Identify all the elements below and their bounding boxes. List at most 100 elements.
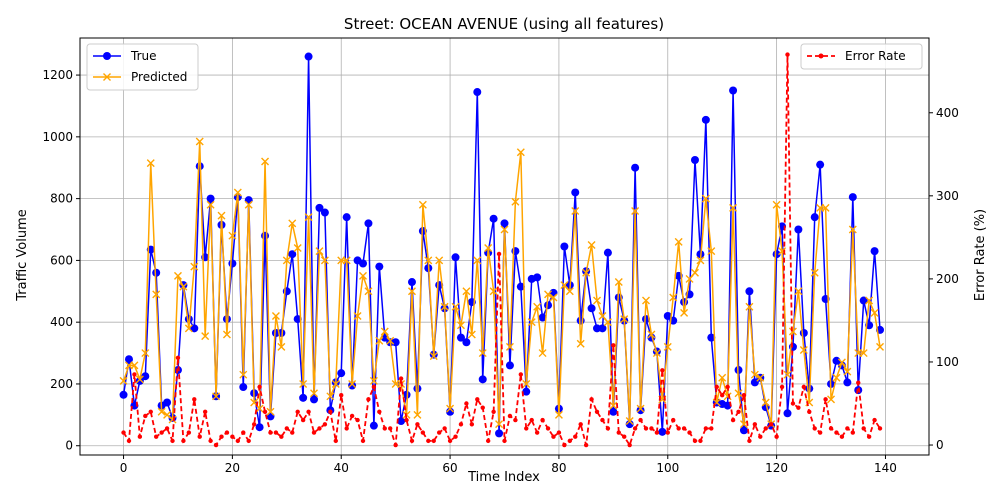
legend-error-label: Error Rate: [845, 49, 906, 63]
error-rate-point: [774, 434, 779, 439]
true-point: [739, 426, 748, 435]
predicted-point: [593, 296, 602, 305]
predicted-point: [184, 324, 193, 333]
error-rate-point: [219, 434, 224, 439]
predicted-point: [837, 358, 846, 367]
error-rate-point: [828, 426, 834, 431]
predicted-point: [288, 219, 297, 228]
legend-predicted-label: Predicted: [131, 70, 187, 84]
true-point: [663, 312, 672, 320]
true-point: [337, 369, 346, 378]
error-rate-point: [322, 422, 328, 427]
predicted-point: [761, 398, 770, 407]
predicted-point: [745, 302, 754, 311]
error-rate-point: [241, 430, 246, 435]
error-rate-point: [404, 417, 409, 423]
error-rate-point: [758, 434, 763, 439]
true-point: [560, 242, 569, 251]
true-point: [505, 361, 514, 370]
predicted-point: [522, 379, 531, 388]
error-rate-point: [529, 417, 534, 423]
error-rate-point: [202, 409, 208, 415]
true-point: [810, 213, 819, 222]
error-rate-point: [725, 384, 730, 390]
predicted-point: [413, 410, 422, 419]
error-rate-point: [834, 430, 839, 435]
x-tick-label: 0: [120, 461, 128, 475]
true-point: [690, 156, 699, 165]
error-rate-point: [872, 417, 877, 423]
true-point: [348, 381, 357, 390]
predicted-point: [620, 315, 629, 324]
predicted-point: [631, 206, 640, 215]
true-point: [576, 316, 585, 325]
error-rate-point: [485, 438, 491, 444]
true-point: [794, 225, 803, 234]
y-left-tick-label: 1000: [42, 130, 73, 144]
true-point: [609, 407, 618, 416]
predicted-point: [440, 302, 449, 311]
error-rate-point: [687, 430, 692, 435]
error-rate-point: [752, 422, 758, 427]
predicted-point: [832, 373, 841, 382]
predicted-point: [380, 327, 389, 336]
predicted-point: [386, 336, 395, 345]
error-rate-point: [866, 434, 872, 439]
predicted-point: [462, 287, 471, 296]
error-rate-point: [137, 434, 143, 439]
predicted-point: [157, 407, 166, 416]
error-rate-point: [616, 430, 621, 435]
predicted-point: [511, 197, 520, 206]
predicted-point: [582, 268, 591, 277]
error-rate-point: [393, 442, 398, 448]
error-rate-point: [823, 397, 828, 402]
error-rate-point: [622, 434, 627, 439]
y-right-tick-label: 300: [936, 189, 959, 203]
error-rate-point: [377, 409, 382, 415]
error-rate-point: [398, 376, 404, 381]
error-rate-point: [502, 438, 507, 444]
error-rate-point: [627, 442, 632, 448]
predicted-point: [810, 268, 819, 277]
y-right-tick-label: 400: [936, 106, 959, 120]
error-rate-point: [197, 434, 202, 439]
true-point: [603, 248, 612, 257]
legend-true-marker: [103, 52, 111, 60]
error-rate-point: [605, 426, 611, 431]
predicted-point: [680, 308, 689, 317]
predicted-point: [228, 231, 237, 240]
error-rate-point: [779, 384, 785, 390]
x-tick-label: 20: [225, 461, 240, 475]
predicted-point: [173, 271, 182, 280]
predicted-point: [239, 370, 248, 379]
x-tick-label: 100: [656, 461, 679, 475]
error-rate-series-line: [122, 54, 881, 448]
predicted-point: [217, 211, 226, 220]
y-axis-right-label: Error Rate (%): [973, 209, 988, 301]
error-rate-point: [349, 413, 355, 419]
predicted-point: [707, 247, 716, 256]
error-rate-point: [562, 442, 567, 448]
error-rate-point: [300, 417, 306, 423]
error-rate-point: [600, 417, 605, 423]
true-point: [462, 338, 471, 347]
true-point: [369, 421, 378, 430]
error-rate-point: [344, 426, 349, 431]
true-point: [304, 52, 313, 61]
error-rate-point: [273, 430, 279, 435]
error-rate-point: [660, 368, 665, 373]
error-rate-point: [420, 430, 426, 435]
legend-frame: [800, 43, 923, 70]
legend-error-marker: [818, 53, 824, 59]
predicted-point: [565, 287, 574, 296]
predicted-point: [364, 287, 373, 296]
predicted-point: [489, 287, 498, 296]
error-rate-point: [339, 392, 344, 398]
true-point: [293, 315, 302, 324]
error-rate-point: [431, 438, 436, 444]
predicted-point: [859, 349, 868, 358]
true-point: [456, 333, 465, 342]
error-rate-point: [306, 409, 311, 415]
predicted-point: [876, 342, 885, 351]
